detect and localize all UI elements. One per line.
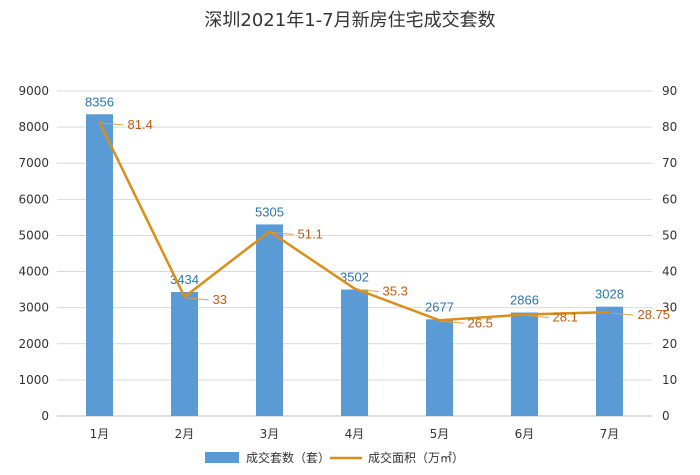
line-label-leader xyxy=(611,312,634,316)
legend-line-label: 成交面积（万㎡） xyxy=(368,450,464,465)
y-left-tick-label: 3000 xyxy=(18,301,49,315)
x-tick-label: 1月 xyxy=(90,427,110,441)
line-data-label: 35.3 xyxy=(383,284,408,299)
bar xyxy=(86,114,113,416)
line-data-label: 28.75 xyxy=(638,307,671,322)
bar xyxy=(171,291,198,416)
bar-data-label: 3028 xyxy=(595,287,624,302)
line-data-label: 28.1 xyxy=(553,310,578,325)
x-tick-label: 4月 xyxy=(345,427,365,441)
line-label-leader xyxy=(526,315,549,319)
legend-bar-label: 成交套数（套） xyxy=(246,450,330,465)
line-label-leader xyxy=(186,297,209,301)
y-right-tick-label: 70 xyxy=(662,156,677,170)
y-left-tick-label: 6000 xyxy=(18,192,49,206)
chart-title: 深圳2021年1-7月新房住宅成交套数 xyxy=(204,10,496,31)
bar-data-label: 2866 xyxy=(510,293,539,308)
y-left-tick-label: 9000 xyxy=(18,84,49,98)
line-data-label: 81.4 xyxy=(128,117,153,132)
line-data-label: 51.1 xyxy=(298,226,323,241)
x-tick-label: 3月 xyxy=(260,427,280,441)
bar-data-label: 3502 xyxy=(340,270,369,285)
bar xyxy=(341,289,368,416)
y-right-tick-label: 40 xyxy=(662,265,677,279)
bar xyxy=(426,319,453,416)
y-left-tick-label: 0 xyxy=(41,409,49,423)
y-right-tick-label: 10 xyxy=(662,373,677,387)
bar xyxy=(256,224,283,416)
line-series xyxy=(98,121,610,322)
y-left-tick-label: 7000 xyxy=(18,156,49,170)
line-data-label: 26.5 xyxy=(468,315,493,330)
bar xyxy=(596,306,623,416)
y-right-tick-label: 60 xyxy=(662,192,677,206)
legend-bar-swatch xyxy=(205,452,239,463)
y-right-tick-label: 20 xyxy=(662,337,677,351)
line-data-label: 33 xyxy=(213,292,227,307)
y-left-tick-label: 1000 xyxy=(18,373,49,387)
x-tick-label: 7月 xyxy=(600,427,620,441)
x-tick-label: 6月 xyxy=(515,427,535,441)
y-right-tick-label: 90 xyxy=(662,84,677,98)
bar-data-label: 2677 xyxy=(425,299,454,314)
y-left-tick-label: 4000 xyxy=(18,265,49,279)
y-left-tick-label: 2000 xyxy=(18,337,49,351)
line-label-leader xyxy=(271,231,294,235)
y-right-tick-label: 0 xyxy=(662,409,670,423)
line-label-leader xyxy=(356,289,379,293)
line-label-leader xyxy=(101,122,124,126)
bar-data-label: 8356 xyxy=(85,94,114,109)
bar xyxy=(511,312,538,416)
y-left-tick-label: 5000 xyxy=(18,228,49,242)
y-left-tick-label: 8000 xyxy=(18,120,49,134)
y-right-tick-label: 30 xyxy=(662,301,677,315)
x-tick-label: 2月 xyxy=(175,427,195,441)
line-label-leader xyxy=(441,320,464,324)
x-tick-label: 5月 xyxy=(430,427,450,441)
y-right-tick-label: 80 xyxy=(662,120,677,134)
y-right-tick-label: 50 xyxy=(662,228,677,242)
bar-data-label: 5305 xyxy=(255,204,284,219)
